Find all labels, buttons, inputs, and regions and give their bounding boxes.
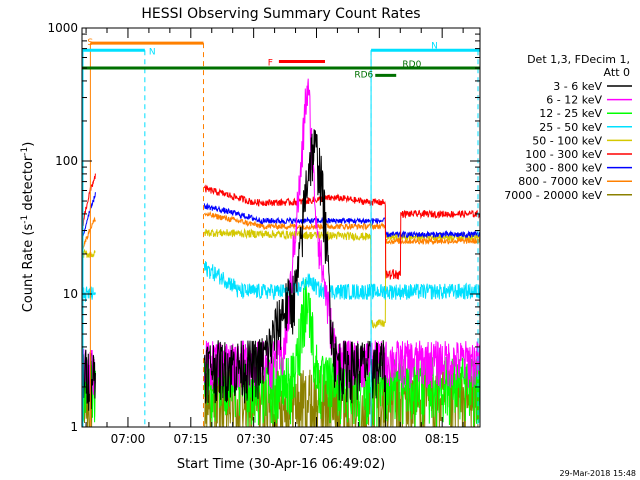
x-tick-label-2: 07:15 (174, 432, 209, 446)
legend-label-3: 12 - 25 keV (539, 107, 602, 120)
legend-label-7: 300 - 800 keV (525, 162, 602, 175)
chart-title: HESSI Observing Summary Count Rates (141, 6, 420, 22)
y-tick-label-3: 100 (55, 154, 78, 168)
plot-frame (81, 27, 481, 428)
interval-label-3: N (431, 41, 438, 51)
legend-label-1: 3 - 6 keV (553, 80, 602, 93)
y-tick-label-1: 1 (70, 420, 78, 434)
x-tick-label-4: 07:45 (299, 432, 334, 446)
legend-label-5: 50 - 100 keV (532, 134, 602, 147)
interval-label-1: S (87, 38, 93, 48)
interval-layer: S N N F RD0 RD6 (82, 38, 480, 427)
y-label-part-2: detector (21, 155, 36, 215)
series-line-8 (81, 210, 481, 254)
interval-label-6: RD0 (402, 60, 421, 70)
interval-label-4: F (268, 58, 273, 68)
x-tick-label-1: 07:00 (111, 432, 146, 446)
x-tick-label-5: 08:00 (362, 432, 397, 446)
legend-label-9: 7000 - 20000 keV (504, 189, 602, 202)
legend-header-1: Det 1,3, FDecim 1, (527, 53, 630, 66)
y-label-sup-1: -1 (20, 215, 30, 224)
series-line-4 (81, 261, 481, 303)
x-tick-label-6: 08:15 (425, 432, 460, 446)
interval-label-2: N (149, 47, 156, 57)
legend-label-4: 25 - 50 keV (539, 121, 602, 134)
y-tick-label-2: 10 (63, 287, 78, 301)
legend-label-6: 100 - 300 keV (525, 148, 602, 161)
x-axis-label: Start Time (30-Apr-16 06:49:02) (177, 457, 385, 472)
interval-label-7: RD6 (354, 70, 373, 80)
legend-label-2: 6 - 12 keV (546, 94, 602, 107)
y-label-part-3: ) (21, 142, 36, 147)
y-axis-label: Count Rate (s-1 detector-1) (20, 142, 36, 313)
y-tick-label-4: 1000 (47, 21, 78, 35)
axis-layer: 1 10 100 1000 07:00 07:15 07:30 07:45 08:00 08:15 (47, 21, 480, 446)
data-layer (81, 78, 481, 428)
y-label-part-1: Count Rate (s (21, 224, 36, 313)
legend-label-8: 800 - 7000 keV (518, 175, 602, 188)
y-label-sup-2: -1 (20, 147, 30, 156)
footer-date: 29-Mar-2018 15:48 (560, 469, 637, 478)
legend-header-2: Att 0 (604, 66, 630, 79)
series-line-7 (81, 192, 481, 242)
series-line-6 (81, 173, 481, 280)
x-tick-label-3: 07:30 (236, 432, 271, 446)
